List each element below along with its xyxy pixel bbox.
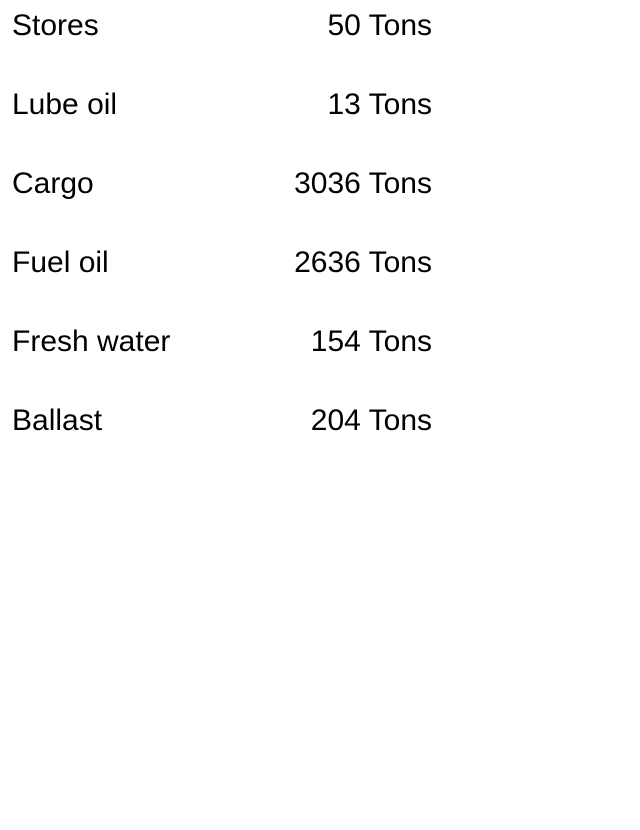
item-label: Stores (12, 9, 99, 42)
item-label: Fresh water (12, 325, 171, 358)
item-value: 204 Tons (310, 404, 432, 437)
item-value: 50 Tons (327, 9, 432, 42)
list-item-ballast: Ballast 204 Tons (12, 403, 432, 482)
item-value: 154 Tons (310, 325, 432, 358)
item-value: 13 Tons (327, 88, 432, 121)
item-label: Lube oil (12, 88, 118, 121)
item-label: Cargo (12, 167, 94, 200)
list-item-lube-oil: Lube oil 13 Tons (12, 87, 432, 166)
item-value: 3036 Tons (294, 167, 432, 200)
tonnage-list: Stores 50 Tons Lube oil 13 Tons Cargo 30… (12, 8, 432, 482)
item-label: Ballast (12, 404, 103, 437)
list-item-stores: Stores 50 Tons (12, 8, 432, 87)
list-item-fuel-oil: Fuel oil 2636 Tons (12, 245, 432, 324)
item-value: 2636 Tons (294, 246, 432, 279)
item-label: Fuel oil (12, 246, 109, 279)
list-item-fresh-water: Fresh water 154 Tons (12, 324, 432, 403)
list-item-cargo: Cargo 3036 Tons (12, 166, 432, 245)
